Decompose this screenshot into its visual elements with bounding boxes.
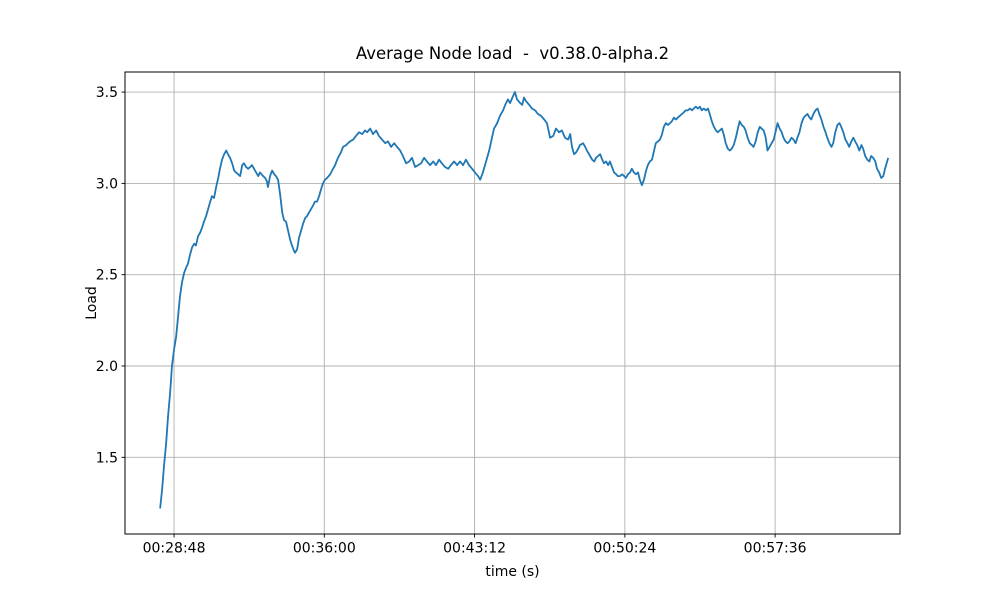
series-layer <box>159 91 890 509</box>
plot-spines <box>124 71 901 535</box>
axes-layer <box>124 71 901 535</box>
x-tick-label: 00:43:12 <box>443 541 506 557</box>
chart-title: Average Node load - v0.38.0-alpha.2 <box>356 44 669 63</box>
y-tick-label: 2.5 <box>96 268 118 284</box>
y-tick-label: 1.5 <box>96 450 118 466</box>
y-tick-label: 3.5 <box>96 85 118 101</box>
x-axis-label: time (s) <box>485 564 539 580</box>
y-tick-label: 2.0 <box>96 359 118 375</box>
tick-layer: 00:28:48 00:36:00 00:43:12 00:50:24 00:57:36… <box>96 85 807 556</box>
x-tick-label: 00:28:48 <box>143 541 206 557</box>
x-tick-label: 00:50:24 <box>593 541 656 557</box>
series-line-average-node-load <box>159 91 890 509</box>
grid-layer <box>125 72 900 534</box>
x-tick-label: 00:36:00 <box>293 541 356 557</box>
x-tick-label: 00:57:36 <box>744 541 807 557</box>
y-tick-label: 3.0 <box>96 176 118 192</box>
y-axis-label: Load <box>84 286 100 320</box>
